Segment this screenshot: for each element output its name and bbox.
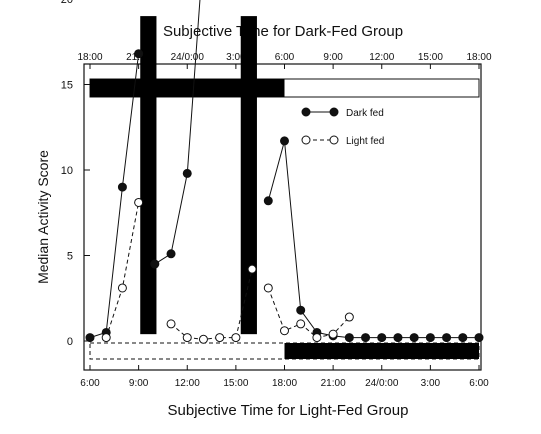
light-fed-point bbox=[344, 312, 354, 322]
dark-fed-point bbox=[361, 333, 371, 343]
light-fed-point bbox=[166, 319, 176, 329]
bottom-tick-label: 24/0:00 bbox=[365, 378, 399, 389]
dark-fed-point bbox=[117, 182, 127, 192]
light-fed-point bbox=[101, 333, 111, 343]
light-fed-dark-bar bbox=[284, 343, 479, 359]
dark-fed-point bbox=[409, 333, 419, 343]
dark-fed-point bbox=[442, 333, 452, 343]
bottom-tick-label: 9:00 bbox=[129, 378, 149, 389]
bottom-tick-label: 18:00 bbox=[272, 378, 297, 389]
dark-fed-point bbox=[474, 333, 484, 343]
dark-fed-point bbox=[425, 333, 435, 343]
light-fed-point bbox=[117, 283, 127, 293]
top-tick-label: 6:00 bbox=[275, 52, 295, 63]
dark-fed-point bbox=[85, 333, 95, 343]
plot-frame bbox=[83, 63, 482, 371]
first-feeding-bar bbox=[140, 16, 157, 335]
top-tick-label: 15:00 bbox=[418, 52, 443, 63]
light-fed-line bbox=[170, 269, 253, 340]
light-fed-point bbox=[215, 333, 225, 343]
light-fed-light-bar bbox=[89, 342, 480, 360]
top-tick-label: 9:00 bbox=[323, 52, 343, 63]
light-fed-point bbox=[328, 329, 338, 339]
legend-light-fed-marker bbox=[329, 135, 339, 145]
dark-fed-point bbox=[377, 333, 387, 343]
bottom-tick-labels: 6:00 9:00 12:00 15:00 18:00 21:00 24/0:00 3:00 6… bbox=[80, 365, 489, 389]
bottom-tick-label: 6:00 bbox=[80, 378, 100, 389]
light-fed-point bbox=[263, 283, 273, 293]
y-axis-label: Median Activity Score bbox=[35, 150, 51, 284]
dark-fed-line bbox=[89, 53, 140, 339]
dark-fed-point bbox=[458, 333, 468, 343]
top-tick-label: 12:00 bbox=[369, 52, 394, 63]
y-tick-label: 5 bbox=[67, 251, 73, 263]
legend-dark-fed-marker bbox=[301, 107, 311, 117]
light-fed-point bbox=[296, 319, 306, 329]
dark-fed-point bbox=[134, 49, 144, 59]
y-tick-label: 0 bbox=[67, 336, 73, 348]
dark-fed-point bbox=[296, 305, 306, 315]
legend-dark-fed-marker bbox=[329, 107, 339, 117]
y-axis: 0510152025 bbox=[61, 0, 90, 348]
legend-light-fed-label: Light fed bbox=[346, 136, 384, 147]
dark-fed-point bbox=[393, 333, 403, 343]
second-feeding-bar bbox=[240, 16, 257, 335]
light-fed-point bbox=[280, 326, 289, 336]
light-fed-point bbox=[231, 333, 241, 343]
light-fed-point bbox=[247, 264, 257, 274]
dark-fed-point bbox=[150, 259, 160, 269]
bottom-tick-label: 6:00 bbox=[469, 378, 489, 389]
legend-dark-fed-label: Dark fed bbox=[346, 108, 384, 119]
feeding-markers: FirstfeedingSecondfeeding bbox=[140, 16, 257, 335]
top-tick-label: 3:00 bbox=[226, 52, 246, 63]
y-tick-label: 20 bbox=[61, 0, 73, 6]
dark-fed-dark-bar bbox=[90, 79, 285, 97]
series-group bbox=[85, 0, 484, 344]
light-dark-bars bbox=[89, 78, 480, 360]
light-fed-point bbox=[182, 333, 192, 343]
dark-fed-point bbox=[280, 136, 289, 146]
top-tick-label: 18:00 bbox=[77, 52, 102, 63]
light-fed-line bbox=[105, 202, 140, 338]
legend-light-fed-marker bbox=[301, 135, 311, 145]
dark-fed-point bbox=[344, 333, 354, 343]
bottom-tick-label: 12:00 bbox=[175, 378, 200, 389]
legend: Dark fed Light fed bbox=[301, 107, 384, 147]
dark-fed-point bbox=[263, 196, 273, 206]
bottom-tick-label: 15:00 bbox=[223, 378, 248, 389]
y-tick-label: 15 bbox=[61, 80, 73, 92]
bottom-axis-title: Subjective Time for Light-Fed Group bbox=[168, 402, 409, 419]
bottom-tick-label: 3:00 bbox=[421, 378, 441, 389]
light-fed-point bbox=[134, 197, 144, 207]
light-fed-point bbox=[312, 333, 322, 343]
bottom-tick-label: 21:00 bbox=[321, 378, 346, 389]
y-tick-label: 10 bbox=[61, 165, 73, 177]
dark-fed-point bbox=[166, 249, 176, 259]
dark-fed-point bbox=[182, 168, 192, 178]
light-fed-point bbox=[198, 334, 208, 344]
top-tick-label: 18:00 bbox=[466, 52, 491, 63]
top-axis-title: Subjective Time for Dark-Fed Group bbox=[163, 23, 403, 40]
top-tick-label: 24/0:00 bbox=[171, 52, 205, 63]
light-fed-line bbox=[267, 287, 350, 339]
